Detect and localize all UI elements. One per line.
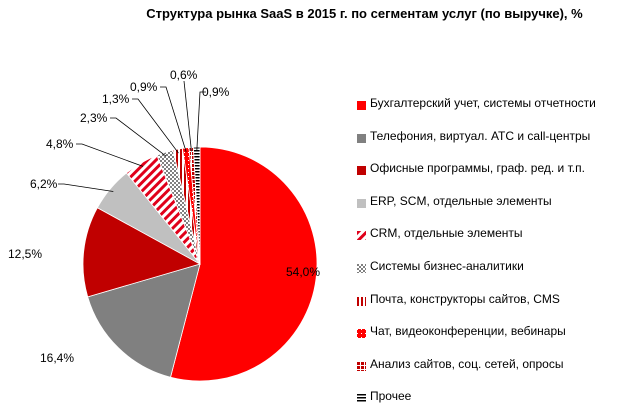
legend-label: Офисные программы, граф. ред. и т.п. [370, 161, 585, 176]
leader-line [160, 86, 187, 152]
legend-swatch [357, 99, 366, 110]
legend-item: Телефония, виртуал. АТС и call-центры [357, 128, 591, 143]
legend-swatch [357, 295, 366, 306]
data-label: 0,9% [202, 85, 230, 99]
legend-label: Системы бизнес-аналитики [370, 259, 524, 273]
legend-item: Почта, конструкторы сайтов, CMS [357, 291, 560, 306]
pie-slice [82, 207, 202, 298]
pie-slice [170, 146, 318, 382]
legend-item: Анализ сайтов, соц. сетей, опросы [357, 356, 564, 371]
data-label: 6,2% [30, 177, 58, 191]
legend-item: Прочее [357, 389, 412, 404]
legend-swatch [357, 132, 366, 143]
legend-swatch [357, 262, 366, 273]
data-label: 1,3% [102, 92, 130, 106]
legend-label: Телефония, виртуал. АТС и call-центры [370, 128, 591, 143]
leader-line [183, 80, 192, 152]
legend-item: CRM, отдельные элементы [357, 226, 523, 241]
leader-line [132, 98, 179, 154]
data-label: 0,9% [130, 80, 158, 94]
legend-swatch [357, 164, 366, 176]
legend-swatch [357, 327, 366, 339]
legend-label: Чат, видеоконференции, вебинары [370, 324, 566, 339]
data-label: 4,8% [46, 137, 74, 151]
legend-item: Бухгалтерский учет, системы отчетности [357, 96, 596, 110]
data-label: 2,3% [80, 111, 108, 125]
legend-swatch [357, 229, 366, 241]
legend-item: ERP, SCM, отдельные элементы [357, 193, 552, 208]
legend-swatch [357, 197, 366, 208]
leader-line [196, 91, 206, 152]
legend-item: Чат, видеоконференции, вебинары [357, 324, 566, 339]
data-label: 0,6% [170, 68, 198, 82]
data-label: 54,0% [286, 265, 320, 279]
chart-title: Структура рынка SaaS в 2015 г. по сегмен… [146, 6, 583, 21]
legend-label: Анализ сайтов, соц. сетей, опросы [370, 356, 564, 371]
leader-line [110, 117, 167, 157]
pie-slice [87, 263, 201, 378]
legend-item: Офисные программы, граф. ред. и т.п. [357, 161, 585, 176]
legend-label: ERP, SCM, отдельные элементы [370, 193, 552, 208]
legend-swatch [357, 360, 366, 371]
leader-line [76, 143, 144, 167]
legend-label: Почта, конструкторы сайтов, CMS [370, 291, 560, 306]
legend-label: Бухгалтерский учет, системы отчетности [370, 96, 596, 110]
leader-line [58, 183, 114, 192]
legend-label: CRM, отдельные элементы [370, 226, 523, 241]
data-label: 12,5% [8, 247, 42, 261]
legend-label: Прочее [370, 389, 412, 404]
legend-swatch [357, 392, 366, 404]
legend-item: Системы бизнес-аналитики [357, 259, 524, 273]
data-label: 16,4% [40, 351, 74, 365]
